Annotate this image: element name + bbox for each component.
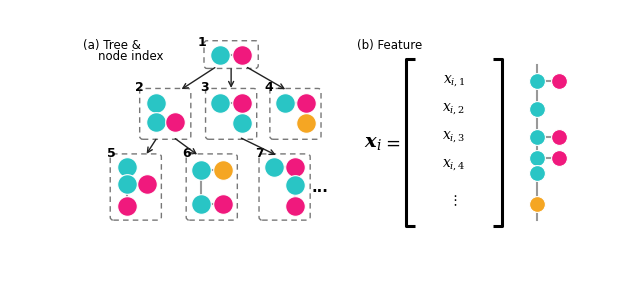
Point	[122, 182, 132, 186]
Text: node index: node index	[83, 50, 164, 63]
Point	[196, 168, 206, 173]
Text: 5: 5	[107, 147, 115, 160]
Point	[291, 183, 301, 188]
Point	[554, 156, 564, 160]
Text: 4: 4	[265, 81, 273, 94]
Text: (a) Tree &: (a) Tree &	[83, 39, 141, 52]
Point	[532, 135, 542, 139]
Point	[532, 78, 542, 83]
Text: $x_{i,2}$: $x_{i,2}$	[442, 101, 465, 117]
Point	[170, 119, 180, 124]
Point	[215, 52, 225, 57]
Point	[554, 78, 564, 83]
Point	[218, 202, 228, 206]
Point	[151, 101, 161, 105]
Point	[291, 203, 301, 208]
Text: 6: 6	[182, 147, 191, 160]
Point	[301, 121, 312, 125]
Point	[237, 121, 247, 125]
Point	[237, 101, 247, 105]
Point	[532, 202, 542, 206]
Text: 3: 3	[200, 81, 209, 94]
Text: $=$: $=$	[382, 133, 401, 151]
Point	[141, 182, 152, 186]
Text: 2: 2	[134, 81, 143, 94]
Point	[291, 165, 301, 169]
Text: 7: 7	[255, 147, 264, 160]
Point	[532, 171, 542, 175]
Point	[122, 165, 132, 169]
Point	[532, 107, 542, 111]
Text: $\boldsymbol{x}_i$: $\boldsymbol{x}_i$	[364, 133, 382, 152]
Text: $x_{i,1}$: $x_{i,1}$	[443, 73, 465, 89]
Point	[122, 203, 132, 208]
Text: 1: 1	[197, 36, 206, 49]
Text: $x_{i,3}$: $x_{i,3}$	[442, 129, 466, 145]
Text: (b) Feature: (b) Feature	[358, 39, 422, 52]
Text: $x_{i,4}$: $x_{i,4}$	[442, 157, 466, 173]
Text: ...: ...	[312, 179, 329, 194]
Point	[237, 52, 247, 57]
Point	[215, 101, 225, 105]
Point	[269, 165, 279, 169]
Point	[280, 101, 290, 105]
Point	[196, 202, 206, 206]
Point	[151, 119, 161, 124]
Point	[218, 168, 228, 173]
Text: $\vdots$: $\vdots$	[451, 194, 457, 208]
Point	[532, 156, 542, 160]
Point	[554, 135, 564, 139]
Point	[301, 101, 312, 105]
